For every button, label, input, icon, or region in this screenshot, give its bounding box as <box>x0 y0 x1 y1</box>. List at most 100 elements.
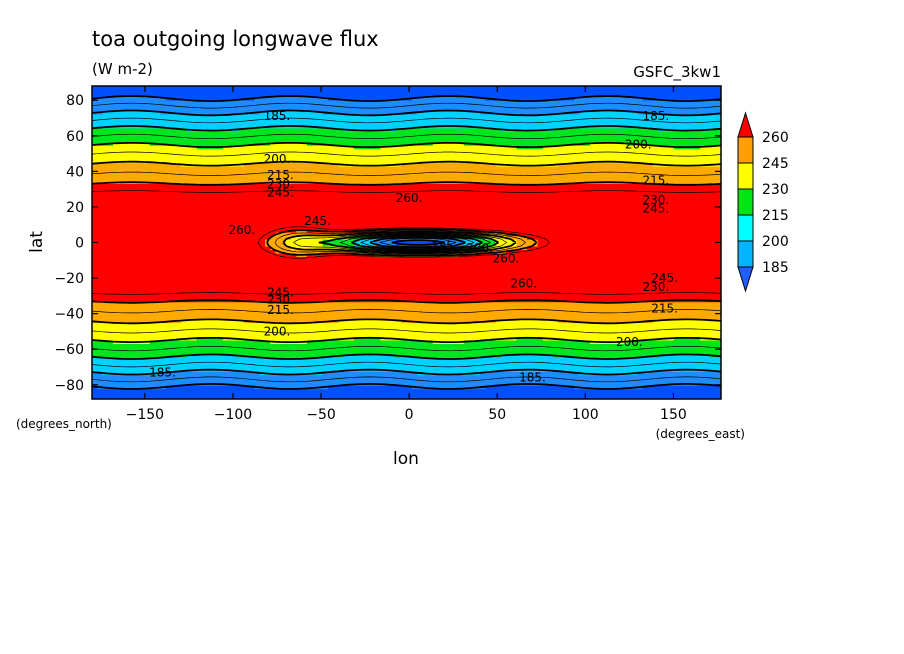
field-cell <box>637 263 643 268</box>
field-cell <box>631 287 638 292</box>
field-cell <box>149 291 156 296</box>
field-cell <box>196 315 203 320</box>
field-cell <box>652 284 659 289</box>
field-cell <box>133 374 140 379</box>
field-cell <box>500 381 507 386</box>
field-cell <box>458 315 465 320</box>
field-cell <box>642 350 649 355</box>
field-cell <box>616 319 623 324</box>
field-cell <box>710 395 717 399</box>
field-cell <box>637 332 643 337</box>
field-cell <box>149 277 156 282</box>
field-cell <box>359 277 366 282</box>
field-cell <box>684 332 691 337</box>
field-cell <box>527 270 533 275</box>
field-cell <box>595 266 602 271</box>
field-cell <box>537 315 544 320</box>
field-cell <box>228 329 235 334</box>
field-cell <box>668 277 675 282</box>
field-cell <box>511 388 518 393</box>
field-cell <box>175 367 182 372</box>
field-cell <box>97 353 104 358</box>
field-cell <box>285 284 292 289</box>
field-cell <box>223 353 229 358</box>
field-cell <box>479 270 486 275</box>
field-cell <box>705 357 712 362</box>
field-cell <box>658 287 664 292</box>
field-cell <box>642 325 649 331</box>
field-cell <box>390 263 397 268</box>
field-cell <box>233 266 240 271</box>
field-cell <box>191 287 198 292</box>
field-cell <box>375 259 381 264</box>
field-cell <box>359 325 366 331</box>
field-cell <box>658 346 664 351</box>
field-cell <box>327 294 334 299</box>
field-cell <box>416 294 423 299</box>
field-cell <box>500 270 507 275</box>
field-cell <box>579 332 586 337</box>
field-cell <box>579 277 586 282</box>
field-cell <box>616 270 623 275</box>
field-cell <box>469 312 476 317</box>
field-cell <box>511 395 518 399</box>
field-cell <box>485 325 491 331</box>
field-cell <box>186 388 193 393</box>
field-cell <box>579 294 586 299</box>
field-cell <box>380 305 387 310</box>
field-cell <box>186 308 193 313</box>
field-cell <box>123 284 130 289</box>
field-cell <box>165 378 172 383</box>
field-cell <box>280 332 287 337</box>
field-cell <box>196 263 203 268</box>
field-cell <box>679 273 685 278</box>
field-cell <box>249 256 256 261</box>
field-cell <box>474 364 481 369</box>
field-cell <box>348 280 355 285</box>
field-cell <box>553 259 560 264</box>
field-cell <box>196 280 203 285</box>
field-cell <box>516 388 523 393</box>
field-cell <box>144 287 151 292</box>
field-cell <box>464 270 470 275</box>
field-cell <box>280 301 287 306</box>
field-cell <box>532 364 539 369</box>
field-cell <box>689 357 696 362</box>
field-cell <box>133 284 140 289</box>
field-cell <box>97 332 104 337</box>
field-cell <box>139 284 146 289</box>
field-cell <box>181 322 187 327</box>
field-cell <box>154 350 161 355</box>
field-cell <box>348 256 355 261</box>
field-cell <box>160 364 166 369</box>
field-cell <box>238 301 245 306</box>
field-cell <box>579 364 586 369</box>
field-cell <box>521 364 528 369</box>
field-cell <box>112 287 119 292</box>
field-cell <box>123 350 130 355</box>
field-cell <box>579 301 586 306</box>
field-cell <box>516 284 523 289</box>
field-cell <box>443 395 450 399</box>
field-cell <box>443 388 450 393</box>
field-cell <box>118 319 125 324</box>
field-cell <box>317 277 324 282</box>
field-cell <box>516 273 523 278</box>
field-cell <box>212 312 219 317</box>
field-cell <box>338 270 345 275</box>
field-cell <box>359 395 366 399</box>
field-cell <box>212 392 219 397</box>
field-cell <box>558 364 565 369</box>
field-cell <box>207 339 214 344</box>
field-cell <box>537 392 544 397</box>
field-cell <box>453 329 460 334</box>
field-cell <box>296 263 303 268</box>
field-cell <box>626 381 633 386</box>
field-cell <box>212 395 219 399</box>
field-cell <box>500 343 507 348</box>
field-cell <box>411 301 418 306</box>
field-cell <box>584 256 591 261</box>
field-cell <box>264 392 271 397</box>
field-cell <box>668 256 675 261</box>
field-cell <box>411 325 418 331</box>
